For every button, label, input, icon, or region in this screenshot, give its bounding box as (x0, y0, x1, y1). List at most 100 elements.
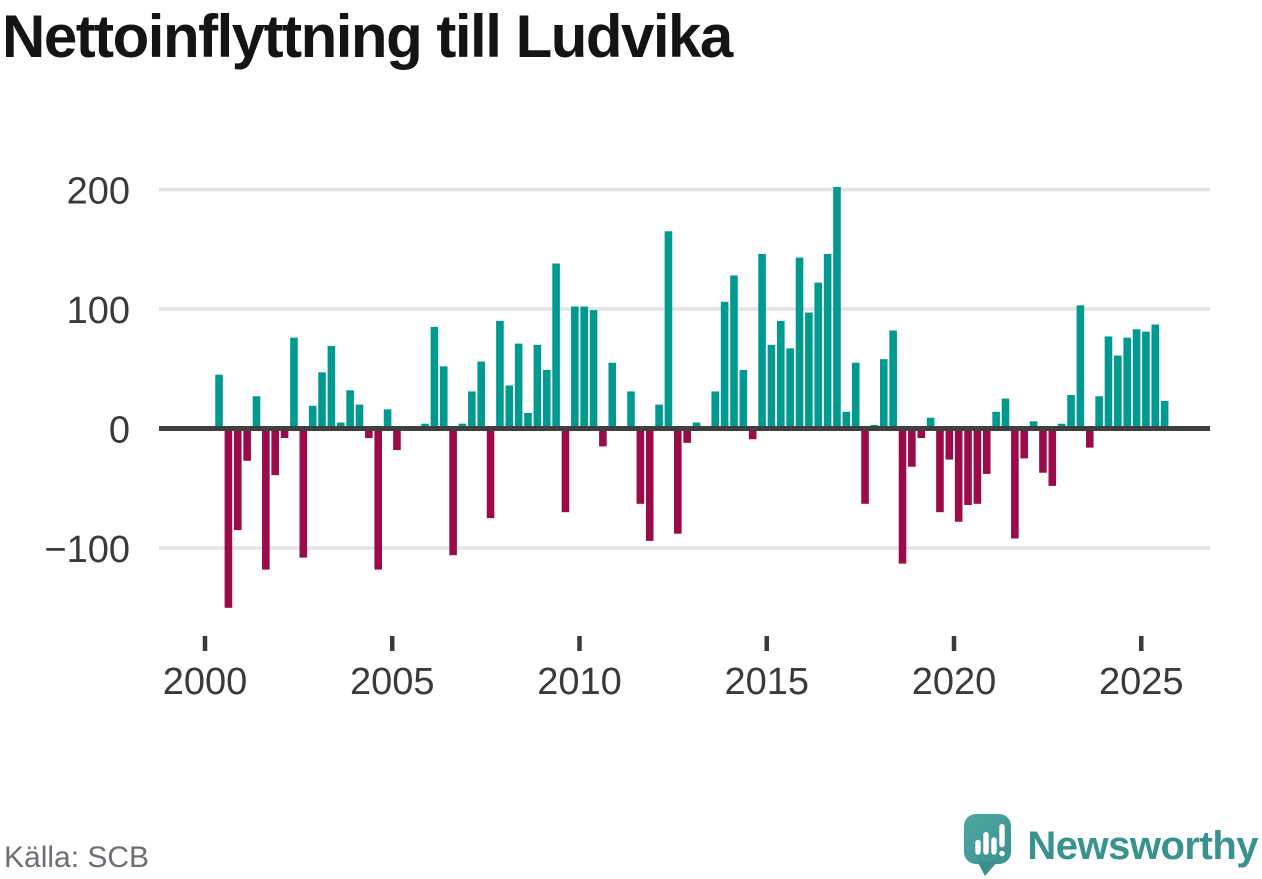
source-note: Källa: SCB (4, 841, 150, 874)
bar-2008Q2 (514, 343, 523, 429)
bar-2003Q2 (327, 346, 336, 429)
bar-2013Q3 (711, 391, 720, 429)
bar-2021Q4 (1020, 428, 1029, 459)
bar-2004Q1 (355, 404, 364, 429)
bar-2016Q1 (805, 312, 813, 429)
newsworthy-logo: Newsworthy (964, 814, 1258, 878)
bar-chart-exclamation-glyph (975, 824, 1006, 857)
bar-2015Q4 (795, 257, 804, 429)
bar-2014Q4 (758, 253, 766, 429)
x-axis-label: 2000 (163, 661, 248, 703)
bar-2009Q4 (571, 306, 579, 429)
bar-2005Q1 (393, 428, 401, 451)
bar-2018Q3 (898, 428, 907, 564)
bar-2012Q3 (674, 428, 682, 534)
bar-2018Q2 (889, 330, 897, 429)
bar-2018Q4 (908, 428, 916, 467)
bar-2024Q2 (1114, 355, 1122, 429)
bar-2006Q2 (439, 366, 448, 429)
y-axis-label: −100 (44, 529, 130, 571)
newsworthy-wordmark: Newsworthy (1027, 824, 1258, 868)
bar-2015Q1 (767, 344, 776, 429)
bar-2012Q2 (664, 231, 673, 429)
y-axis-label: 200 (67, 170, 130, 212)
chart-title: Nettoinflyttning till Ludvika (2, 3, 733, 70)
bar-2016Q3 (823, 253, 832, 429)
bar-2007Q1 (468, 391, 476, 429)
bar-2012Q4 (683, 428, 691, 443)
bar-2022Q1 (1029, 421, 1038, 429)
bar-2019Q4 (945, 428, 954, 460)
bar-2009Q1 (542, 369, 551, 429)
bar-2002Q3 (299, 428, 308, 558)
bar-2008Q4 (533, 344, 542, 429)
bar-2002Q2 (290, 337, 298, 429)
bar-2013Q4 (720, 301, 729, 429)
bar-2021Q2 (1001, 398, 1010, 429)
bar-2019Q3 (936, 428, 944, 513)
bar-2023Q1 (1067, 395, 1075, 429)
bar-2019Q2 (926, 417, 935, 429)
bar-2013Q1 (692, 422, 701, 429)
bar-2022Q3 (1048, 428, 1057, 486)
bar-2007Q2 (477, 361, 485, 429)
bar-2000Q4 (233, 428, 242, 531)
bar-2000Q3 (224, 428, 233, 608)
bar-2006Q3 (449, 428, 457, 556)
bar-2001Q3 (262, 428, 270, 570)
bar-2009Q2 (552, 263, 560, 429)
bar-2002Q4 (308, 405, 317, 429)
bar-2017Q3 (861, 428, 869, 504)
bar-2022Q2 (1039, 428, 1047, 473)
bar-2003Q3 (336, 422, 345, 429)
bar-2025Q3 (1160, 401, 1169, 429)
bar-2010Q4 (608, 362, 617, 429)
bar-2016Q4 (833, 187, 841, 429)
bar-2018Q1 (879, 359, 888, 429)
bar-2010Q3 (599, 428, 607, 447)
bar-2003Q1 (318, 372, 326, 429)
bar-2009Q3 (561, 428, 570, 513)
bar-2004Q4 (383, 409, 392, 429)
bar-2014Q2 (739, 369, 748, 429)
bar-2017Q2 (851, 362, 860, 429)
bar-2024Q3 (1123, 337, 1132, 429)
bar-2014Q1 (730, 275, 738, 429)
bar-2010Q1 (580, 306, 588, 429)
bar-2015Q3 (786, 348, 794, 429)
bar-2020Q2 (964, 428, 972, 506)
bar-2001Q1 (243, 428, 251, 461)
bar-2021Q3 (1011, 428, 1019, 539)
bar-2016Q2 (814, 282, 823, 429)
bar-2019Q1 (917, 428, 926, 439)
bar-2000Q2 (215, 374, 223, 429)
bar-2017Q1 (842, 411, 851, 429)
bar-2001Q2 (252, 396, 261, 429)
bar-2011Q3 (636, 428, 645, 504)
bar-2025Q2 (1151, 324, 1160, 429)
x-axis-label: 2015 (724, 661, 809, 703)
bar-2002Q1 (280, 428, 289, 439)
bar-2023Q4 (1095, 396, 1103, 429)
x-axis-label: 2010 (537, 661, 622, 703)
bar-2024Q4 (1132, 329, 1141, 429)
bar-2014Q3 (748, 428, 757, 440)
bar-2023Q2 (1076, 305, 1085, 429)
bar-2012Q1 (655, 404, 663, 429)
x-axis-label: 2005 (350, 661, 435, 703)
bar-2003Q4 (346, 390, 354, 429)
bar-2008Q1 (505, 385, 514, 429)
bar-2008Q3 (524, 412, 532, 429)
bar-2015Q2 (776, 320, 785, 429)
bar-2011Q2 (627, 391, 635, 429)
bar-2020Q4 (982, 428, 991, 474)
bar-2007Q3 (486, 428, 495, 519)
newsworthy-bubble-icon (964, 814, 1012, 876)
bar-2025Q1 (1142, 331, 1150, 429)
x-axis-label: 2020 (912, 661, 997, 703)
bar-2004Q3 (374, 428, 383, 570)
bar-2023Q3 (1085, 428, 1094, 448)
y-axis-label: 100 (67, 290, 130, 332)
